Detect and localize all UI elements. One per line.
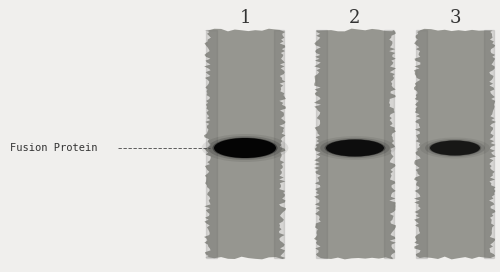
Polygon shape — [206, 30, 216, 258]
Ellipse shape — [314, 136, 396, 160]
Polygon shape — [204, 29, 286, 259]
Ellipse shape — [429, 140, 481, 156]
Ellipse shape — [202, 134, 288, 162]
Ellipse shape — [430, 141, 480, 156]
Text: 1: 1 — [240, 9, 251, 27]
Ellipse shape — [208, 136, 282, 160]
Polygon shape — [484, 30, 494, 258]
Polygon shape — [414, 29, 496, 259]
Polygon shape — [316, 30, 326, 258]
Polygon shape — [274, 30, 284, 258]
Polygon shape — [384, 30, 394, 258]
Ellipse shape — [326, 140, 384, 156]
Polygon shape — [416, 30, 426, 258]
Ellipse shape — [212, 138, 278, 159]
Ellipse shape — [214, 138, 276, 158]
Ellipse shape — [324, 139, 386, 157]
Ellipse shape — [320, 138, 390, 158]
Polygon shape — [314, 29, 396, 259]
Text: 2: 2 — [350, 9, 360, 27]
Ellipse shape — [420, 138, 490, 159]
Text: 3: 3 — [449, 9, 461, 27]
Text: Fusion Protein: Fusion Protein — [10, 143, 98, 153]
Ellipse shape — [425, 139, 485, 157]
